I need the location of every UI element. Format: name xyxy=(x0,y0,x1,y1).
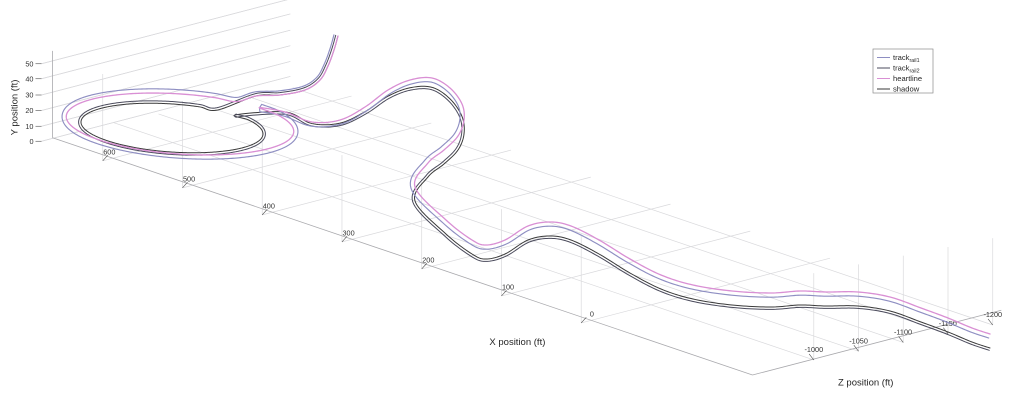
svg-text:heartline: heartline xyxy=(893,74,922,83)
svg-text:0: 0 xyxy=(590,310,594,319)
svg-text:-1050: -1050 xyxy=(849,336,868,345)
svg-text:-1000: -1000 xyxy=(804,345,823,354)
svg-text:300: 300 xyxy=(342,229,354,238)
svg-text:track: track xyxy=(893,53,910,62)
svg-text:X position (ft): X position (ft) xyxy=(489,337,545,348)
svg-text:400: 400 xyxy=(263,202,275,211)
svg-text:-1100: -1100 xyxy=(894,328,912,337)
svg-text:10: 10 xyxy=(25,122,33,131)
svg-text:20: 20 xyxy=(25,106,33,115)
svg-text:50: 50 xyxy=(25,59,33,68)
svg-text:-1200: -1200 xyxy=(983,310,1002,319)
svg-text:track: track xyxy=(893,64,910,73)
svg-text:shadow: shadow xyxy=(893,85,920,94)
svg-text:0: 0 xyxy=(29,137,33,146)
svg-text:100: 100 xyxy=(502,283,514,292)
svg-text:Z position (ft): Z position (ft) xyxy=(838,378,893,389)
svg-text:Y position (ft): Y position (ft) xyxy=(10,80,21,136)
svg-text:rail1: rail1 xyxy=(910,58,920,64)
svg-text:500: 500 xyxy=(183,175,195,184)
svg-text:30: 30 xyxy=(25,91,33,100)
svg-text:200: 200 xyxy=(422,256,434,265)
svg-text:40: 40 xyxy=(25,74,33,83)
